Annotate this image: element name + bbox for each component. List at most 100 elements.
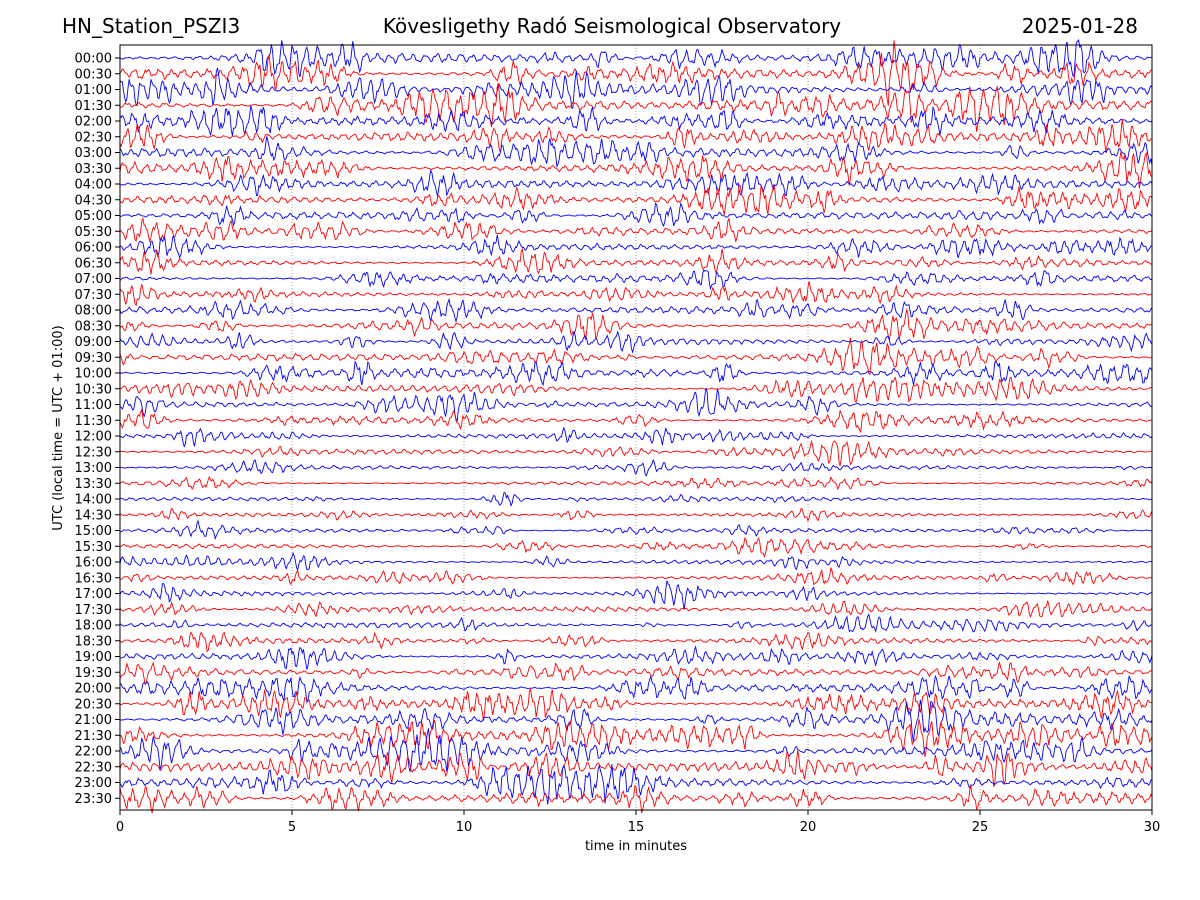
trace-0400 [119, 168, 1153, 197]
trace-1530 [119, 536, 1153, 559]
y-tick-label: 07:00 [75, 272, 112, 287]
y-tick-label: 03:30 [75, 162, 112, 177]
x-tick-label: 10 [456, 820, 473, 835]
trace-0130 [119, 83, 1153, 132]
trace-0700 [119, 268, 1153, 291]
y-tick-label: 21:00 [75, 713, 112, 728]
y-tick-label: 09:00 [75, 335, 112, 350]
trace-1230 [120, 439, 1153, 467]
y-tick-label: 06:30 [75, 256, 112, 271]
trace-0100 [119, 67, 1153, 109]
x-tick-label: 15 [628, 820, 645, 835]
x-tick-label: 25 [972, 820, 989, 835]
y-tick-label: 17:30 [75, 603, 112, 618]
y-tick-label: 12:30 [75, 445, 112, 460]
trace-1200 [119, 426, 1153, 448]
grid-lines [291, 45, 981, 810]
trace-0930 [119, 338, 1153, 376]
y-tick-labels: 00:0000:3001:0001:3002:0002:3003:0003:30… [75, 52, 120, 807]
x-tick-labels: 0 5 10 15 20 25 30 [116, 810, 1160, 835]
trace-2100 [119, 699, 1153, 743]
y-tick-label: 13:00 [75, 461, 112, 476]
y-tick-label: 11:00 [75, 398, 112, 413]
y-tick-label: 02:00 [75, 115, 112, 130]
y-tick-label: 20:00 [75, 682, 112, 697]
trace-0200 [119, 105, 1153, 136]
trace-2230 [119, 750, 1153, 788]
y-tick-label: 10:00 [75, 367, 112, 382]
y-tick-label: 04:30 [75, 193, 112, 208]
y-tick-label: 18:00 [75, 619, 112, 634]
trace-1630 [119, 567, 1153, 586]
y-tick-label: 16:30 [75, 571, 112, 586]
trace-0600 [119, 234, 1153, 259]
trace-0430 [119, 183, 1153, 215]
seismic-traces [119, 38, 1153, 814]
y-tick-label: 00:30 [75, 67, 112, 82]
y-tick-label: 14:00 [75, 493, 112, 508]
trace-2130 [119, 719, 1153, 757]
y-tick-label: 22:00 [75, 745, 112, 760]
trace-0800 [119, 297, 1153, 324]
trace-1800 [119, 613, 1153, 633]
trace-1930 [119, 661, 1153, 686]
y-tick-label: 17:00 [75, 587, 112, 602]
trace-1500 [119, 519, 1153, 541]
trace-1030 [119, 376, 1153, 404]
y-tick-label: 05:30 [75, 225, 112, 240]
y-tick-label: 16:00 [75, 556, 112, 571]
y-tick-label: 05:00 [75, 209, 112, 224]
y-tick-label: 11:30 [75, 414, 112, 429]
y-axis-label: UTC (local time = UTC + 01:00) [51, 325, 66, 530]
trace-1330 [120, 475, 1153, 491]
y-tick-label: 18:30 [75, 634, 112, 649]
y-tick-label: 19:00 [75, 650, 112, 665]
x-tick-label: 20 [800, 820, 817, 835]
y-tick-label: 10:30 [75, 382, 112, 397]
y-tick-label: 15:30 [75, 540, 112, 555]
trace-0900 [119, 330, 1153, 354]
y-tick-label: 22:30 [75, 760, 112, 775]
trace-2300 [119, 763, 1152, 805]
trace-1600 [119, 551, 1153, 572]
trace-0330 [119, 151, 1153, 189]
trace-1700 [119, 580, 1153, 610]
trace-0630 [119, 248, 1152, 275]
y-tick-label: 19:30 [75, 666, 112, 681]
x-tick-label: 5 [288, 820, 296, 835]
y-tick-label: 00:00 [75, 52, 112, 67]
y-tick-label: 03:00 [75, 146, 112, 161]
trace-1400 [119, 491, 1153, 507]
trace-0830 [119, 308, 1153, 341]
y-tick-label: 13:30 [75, 477, 112, 492]
y-tick-label: 20:30 [75, 697, 112, 712]
trace-1730 [119, 600, 1153, 619]
x-tick-label: 0 [116, 820, 124, 835]
y-tick-label: 21:30 [75, 729, 112, 744]
y-tick-label: 08:30 [75, 319, 112, 334]
trace-0300 [119, 136, 1153, 169]
y-tick-label: 04:00 [75, 178, 112, 193]
x-tick-label: 30 [1144, 820, 1161, 835]
y-tick-label: 09:30 [75, 351, 112, 366]
trace-1130 [119, 407, 1153, 434]
trace-1000 [119, 360, 1153, 387]
y-tick-label: 02:30 [75, 130, 112, 145]
trace-0030 [119, 40, 1153, 106]
x-axis-label: time in minutes [585, 839, 687, 854]
y-tick-label: 23:30 [75, 792, 112, 807]
trace-2200 [119, 728, 1153, 772]
trace-0530 [119, 216, 1153, 243]
record-date: 2025-01-28 [1021, 14, 1138, 38]
observatory-title: Kövesligethy Radó Seismological Observat… [382, 14, 842, 38]
trace-1430 [119, 507, 1153, 523]
trace-0230 [119, 119, 1153, 153]
trace-1100 [119, 388, 1153, 423]
y-tick-label: 12:00 [75, 430, 112, 445]
trace-2330 [119, 784, 1153, 814]
y-tick-label: 01:00 [75, 83, 112, 98]
trace-1900 [119, 645, 1153, 670]
trace-2030 [119, 687, 1153, 721]
trace-0500 [119, 202, 1153, 228]
